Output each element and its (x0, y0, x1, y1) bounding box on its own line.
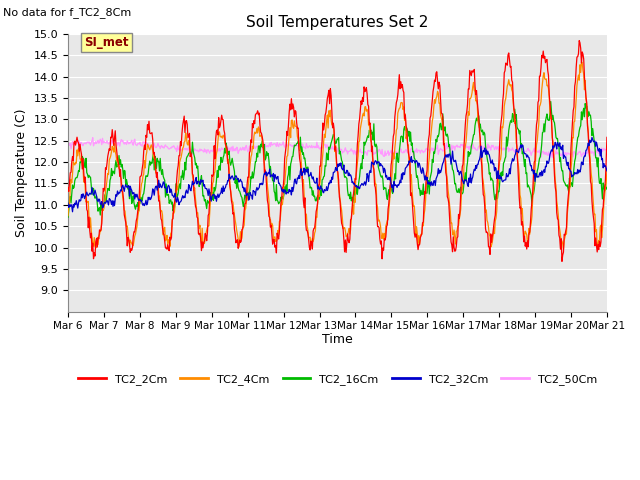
Legend: TC2_2Cm, TC2_4Cm, TC2_16Cm, TC2_32Cm, TC2_50Cm: TC2_2Cm, TC2_4Cm, TC2_16Cm, TC2_32Cm, TC… (74, 370, 602, 389)
TC2_4Cm (559, 246, 567, 252)
TC2_50Cm (89, 135, 97, 141)
TC2_2Cm (575, 38, 583, 44)
TC2_4Cm (64, 213, 72, 218)
TC2_32Cm (75, 200, 83, 205)
TC2_16Cm (212, 178, 220, 183)
TC2_2Cm (212, 129, 220, 134)
TC2_50Cm (185, 145, 193, 151)
TC2_2Cm (64, 185, 72, 191)
X-axis label: Time: Time (322, 333, 353, 346)
TC2_32Cm (130, 190, 138, 196)
TC2_32Cm (603, 168, 611, 174)
TC2_32Cm (68, 209, 76, 215)
TC2_4Cm (578, 59, 586, 65)
Line: TC2_4Cm: TC2_4Cm (68, 62, 607, 249)
TC2_16Cm (74, 172, 82, 178)
TC2_2Cm (184, 135, 192, 141)
TC2_50Cm (64, 138, 72, 144)
TC2_4Cm (129, 243, 137, 249)
TC2_4Cm (184, 142, 192, 148)
Line: TC2_32Cm: TC2_32Cm (68, 137, 607, 212)
TC2_2Cm (603, 134, 611, 140)
TC2_2Cm (403, 127, 411, 133)
TC2_2Cm (129, 234, 137, 240)
TC2_16Cm (64, 215, 72, 220)
Text: SI_met: SI_met (84, 36, 129, 49)
TC2_32Cm (404, 162, 412, 168)
Y-axis label: Soil Temperature (C): Soil Temperature (C) (15, 108, 28, 237)
TC2_4Cm (74, 153, 82, 159)
TC2_32Cm (64, 200, 72, 206)
TC2_2Cm (74, 139, 82, 144)
TC2_32Cm (588, 134, 596, 140)
TC2_50Cm (74, 139, 82, 144)
TC2_4Cm (212, 151, 220, 156)
TC2_50Cm (603, 146, 611, 152)
TC2_32Cm (185, 182, 193, 188)
TC2_16Cm (129, 193, 137, 199)
TC2_50Cm (404, 150, 412, 156)
TC2_4Cm (419, 221, 426, 227)
TC2_50Cm (419, 150, 427, 156)
TC2_16Cm (603, 185, 611, 191)
Title: Soil Temperatures Set 2: Soil Temperatures Set 2 (246, 15, 429, 30)
TC2_16Cm (184, 153, 192, 158)
TC2_32Cm (213, 193, 221, 199)
TC2_2Cm (558, 259, 566, 264)
TC2_32Cm (419, 167, 427, 173)
TC2_50Cm (213, 148, 221, 154)
TC2_16Cm (403, 125, 411, 131)
TC2_2Cm (419, 220, 426, 226)
TC2_16Cm (419, 192, 426, 197)
TC2_50Cm (130, 138, 138, 144)
TC2_4Cm (403, 132, 411, 138)
Text: No data for f_TC2_8Cm: No data for f_TC2_8Cm (3, 7, 131, 18)
Line: TC2_50Cm: TC2_50Cm (68, 138, 607, 157)
TC2_16Cm (547, 98, 555, 104)
Line: TC2_16Cm: TC2_16Cm (68, 101, 607, 217)
TC2_50Cm (548, 155, 556, 160)
TC2_4Cm (603, 167, 611, 173)
Line: TC2_2Cm: TC2_2Cm (68, 41, 607, 262)
